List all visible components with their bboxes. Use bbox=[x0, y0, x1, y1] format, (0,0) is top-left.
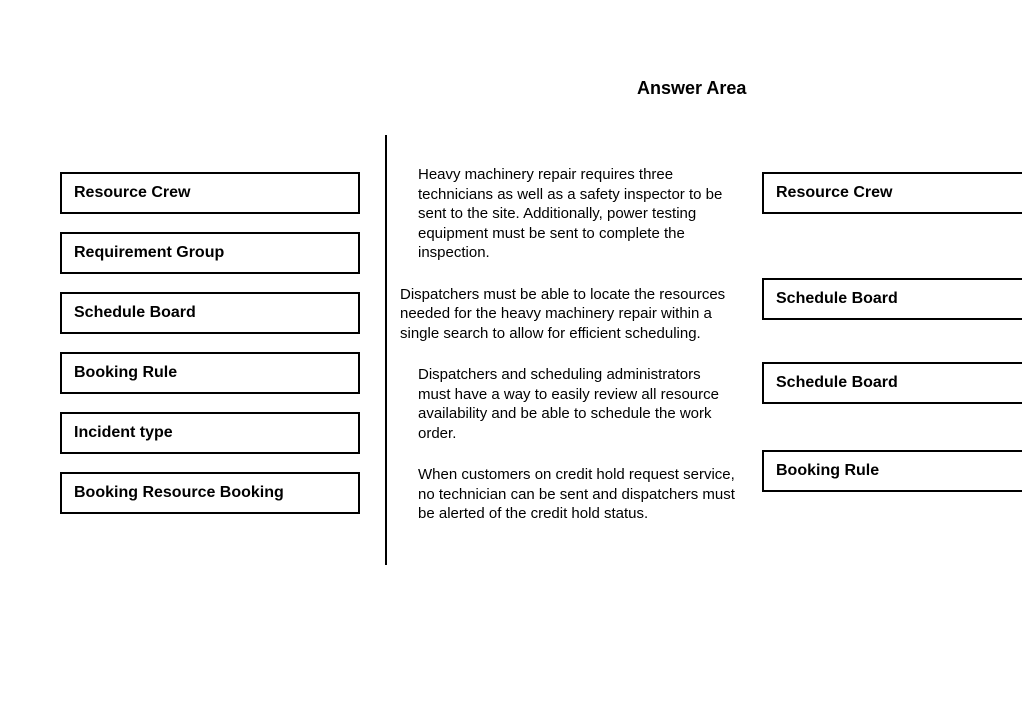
option-requirement-group[interactable]: Requirement Group bbox=[60, 232, 360, 274]
column-divider bbox=[385, 135, 387, 565]
option-booking-rule[interactable]: Booking Rule bbox=[60, 352, 360, 394]
scenario-3: Dispatchers and scheduling administrator… bbox=[400, 365, 750, 443]
option-incident-type[interactable]: Incident type bbox=[60, 412, 360, 454]
scenario-2: Dispatchers must be able to locate the r… bbox=[400, 285, 750, 344]
answer-slot-2[interactable]: Schedule Board bbox=[762, 278, 1022, 320]
scenario-1: Heavy machinery repair requires three te… bbox=[400, 165, 750, 263]
option-resource-crew[interactable]: Resource Crew bbox=[60, 172, 360, 214]
drag-drop-question: Answer Area Resource Crew Requirement Gr… bbox=[0, 0, 1033, 723]
options-column: Resource Crew Requirement Group Schedule… bbox=[60, 172, 360, 532]
option-booking-resource-booking[interactable]: Booking Resource Booking bbox=[60, 472, 360, 514]
scenarios-column: Heavy machinery repair requires three te… bbox=[400, 165, 750, 546]
scenario-4: When customers on credit hold request se… bbox=[400, 465, 750, 524]
option-schedule-board[interactable]: Schedule Board bbox=[60, 292, 360, 334]
answer-slot-3[interactable]: Schedule Board bbox=[762, 362, 1022, 404]
answer-slot-1[interactable]: Resource Crew bbox=[762, 172, 1022, 214]
answer-slot-4[interactable]: Booking Rule bbox=[762, 450, 1022, 492]
answer-area-title: Answer Area bbox=[637, 78, 746, 99]
